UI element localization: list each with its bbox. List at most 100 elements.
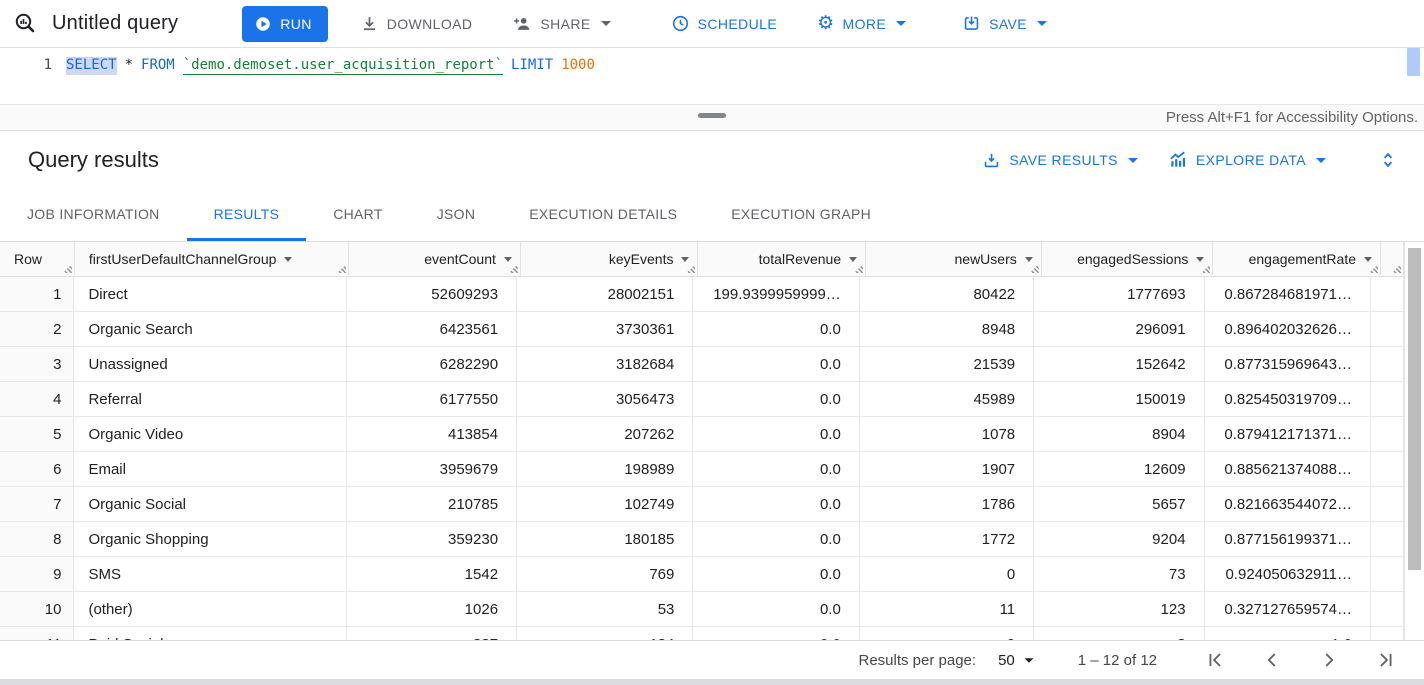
column-label: eventCount bbox=[424, 251, 496, 267]
sort-caret-icon[interactable] bbox=[1024, 256, 1033, 262]
column-label: engagedSessions bbox=[1077, 251, 1189, 267]
chevron-down-icon bbox=[1024, 657, 1034, 663]
table-row: 8 Organic Shopping 359230 180185 0.0 1772 9204… bbox=[0, 522, 1404, 557]
column-resize-handle[interactable] bbox=[508, 264, 518, 273]
sql-editor[interactable]: 1 SELECT * FROM `demo.demoset.user_acquisit… bbox=[0, 48, 1424, 104]
sql-star: * bbox=[124, 57, 134, 73]
save-button[interactable]: SAVE bbox=[954, 6, 1055, 42]
tab-job-information[interactable]: JOB INFORMATION bbox=[0, 189, 187, 241]
tab-json[interactable]: JSON bbox=[410, 189, 503, 241]
column-resize-handle[interactable] bbox=[1201, 264, 1211, 273]
table-scrollbar[interactable] bbox=[1404, 242, 1424, 640]
table-cell: Paid Social bbox=[74, 627, 347, 640]
table-cell: Direct bbox=[74, 277, 347, 311]
column-header-eventCount[interactable]: eventCount bbox=[349, 242, 521, 276]
table-cell: 9204 bbox=[1034, 522, 1205, 556]
share-button[interactable]: SHARE bbox=[504, 6, 618, 42]
table-cell bbox=[1371, 312, 1404, 346]
sql-code-line[interactable]: SELECT * FROM `demo.demoset.user_acquisitio… bbox=[66, 57, 595, 75]
table-cell: Organic Video bbox=[74, 417, 347, 451]
table-cell: 0.867284681971… bbox=[1205, 277, 1371, 311]
download-button[interactable]: DOWNLOAD bbox=[352, 6, 481, 42]
table-scrollbar-thumb[interactable] bbox=[1408, 248, 1421, 570]
table-cell: 3182684 bbox=[517, 347, 694, 381]
more-button[interactable]: ⚙ MORE bbox=[809, 6, 914, 42]
tab-execution-details[interactable]: EXECUTION DETAILS bbox=[502, 189, 704, 241]
column-header-engagementRate[interactable]: engagementRate bbox=[1213, 242, 1382, 276]
last-page-button[interactable] bbox=[1374, 648, 1398, 672]
table-cell: 21539 bbox=[860, 347, 1035, 381]
table-cell: 180185 bbox=[517, 522, 694, 556]
column-resize-handle[interactable] bbox=[1392, 264, 1402, 273]
tab-chart[interactable]: CHART bbox=[306, 189, 409, 241]
row-number-cell: 3 bbox=[0, 347, 75, 381]
tab-execution-graph[interactable]: EXECUTION GRAPH bbox=[704, 189, 898, 241]
column-header-totalRevenue[interactable]: totalRevenue bbox=[698, 242, 867, 276]
previous-page-button[interactable] bbox=[1260, 648, 1284, 672]
table-row: 1 Direct 52609293 28002151 199.9399959999… 80… bbox=[0, 277, 1404, 312]
table-cell: 0.896402032626… bbox=[1205, 312, 1371, 346]
accessibility-hint: Press Alt+F1 for Accessibility Options. bbox=[1165, 109, 1418, 126]
table-cell: 1026 bbox=[347, 592, 518, 626]
schedule-button[interactable]: SCHEDULE bbox=[663, 6, 785, 42]
table-cell: 1542 bbox=[347, 557, 518, 591]
table-cell: 0.825450319709… bbox=[1205, 382, 1371, 416]
run-button[interactable]: RUN bbox=[242, 5, 328, 42]
table-cell bbox=[1371, 417, 1404, 451]
table-cell bbox=[1371, 592, 1404, 626]
table-cell: 207262 bbox=[517, 417, 694, 451]
save-results-button[interactable]: SAVE RESULTS bbox=[972, 142, 1148, 178]
sort-caret-icon[interactable] bbox=[284, 256, 293, 262]
column-resize-handle[interactable] bbox=[1369, 264, 1379, 273]
sort-caret-icon[interactable] bbox=[849, 256, 858, 262]
table-row: 5 Organic Video 413854 207262 0.0 1078 8904 0.8… bbox=[0, 417, 1404, 452]
table-cell bbox=[1371, 347, 1404, 381]
splitter-drag-handle[interactable] bbox=[698, 113, 726, 118]
table-cell: 45989 bbox=[860, 382, 1035, 416]
column-resize-handle[interactable] bbox=[854, 264, 864, 273]
tab-results[interactable]: RESULTS bbox=[186, 189, 307, 241]
expand-collapse-icon[interactable] bbox=[1374, 146, 1402, 174]
table-cell: 6177550 bbox=[347, 382, 518, 416]
next-page-button[interactable] bbox=[1317, 648, 1341, 672]
sort-caret-icon[interactable] bbox=[1364, 256, 1373, 262]
table-row: 4 Referral 6177550 3056473 0.0 45989 150019 0.8… bbox=[0, 382, 1404, 417]
table-cell: (other) bbox=[74, 592, 347, 626]
column-header-extra[interactable] bbox=[1381, 242, 1405, 276]
column-resize-handle[interactable] bbox=[686, 264, 696, 273]
editor-scrollbar-thumb[interactable] bbox=[1407, 48, 1420, 76]
column-header-firstUserDefaultChannelGroup[interactable]: firstUserDefaultChannelGroup bbox=[75, 242, 350, 276]
table-cell bbox=[1371, 522, 1404, 556]
table-cell: 0.327127659574… bbox=[1205, 592, 1371, 626]
sort-caret-icon[interactable] bbox=[1196, 256, 1205, 262]
column-resize-handle[interactable] bbox=[337, 264, 347, 273]
column-resize-handle[interactable] bbox=[1029, 264, 1039, 273]
column-header-Row[interactable]: Row bbox=[0, 242, 75, 276]
table-cell: 1907 bbox=[860, 452, 1035, 486]
page-size-select[interactable]: 50 bbox=[998, 652, 1034, 669]
line-number: 1 bbox=[43, 57, 52, 73]
table-cell: 8948 bbox=[860, 312, 1035, 346]
sort-caret-icon[interactable] bbox=[681, 256, 690, 262]
query-results-title: Query results bbox=[28, 147, 159, 172]
column-header-engagedSessions[interactable]: engagedSessions bbox=[1042, 242, 1214, 276]
table-header-row: Row firstUserDefaultChannelGroup eventCoun… bbox=[0, 242, 1405, 277]
column-resize-handle[interactable] bbox=[62, 264, 72, 273]
table-cell: 296091 bbox=[1034, 312, 1205, 346]
table-cell: 0.924050632911… bbox=[1205, 557, 1371, 591]
sort-caret-icon[interactable] bbox=[503, 256, 512, 262]
table-cell: 0.0 bbox=[693, 522, 860, 556]
sql-table-reference[interactable]: `demo.demoset.user_acquisition_report` bbox=[182, 57, 504, 75]
table-cell: 3730361 bbox=[517, 312, 694, 346]
query-title: Untitled query bbox=[52, 12, 179, 34]
first-page-button[interactable] bbox=[1203, 648, 1227, 672]
table-cell: 12609 bbox=[1034, 452, 1205, 486]
bottom-scrollbar-track[interactable] bbox=[0, 679, 1424, 685]
column-header-keyEvents[interactable]: keyEvents bbox=[521, 242, 699, 276]
table-cell: Referral bbox=[74, 382, 347, 416]
column-header-newUsers[interactable]: newUsers bbox=[866, 242, 1042, 276]
table-cell: 8904 bbox=[1034, 417, 1205, 451]
table-cell: 9 bbox=[860, 627, 1035, 640]
explore-data-button[interactable]: EXPLORE DATA bbox=[1158, 142, 1336, 178]
table-row: 6 Email 3959679 198989 0.0 1907 12609 0.8856213… bbox=[0, 452, 1404, 487]
